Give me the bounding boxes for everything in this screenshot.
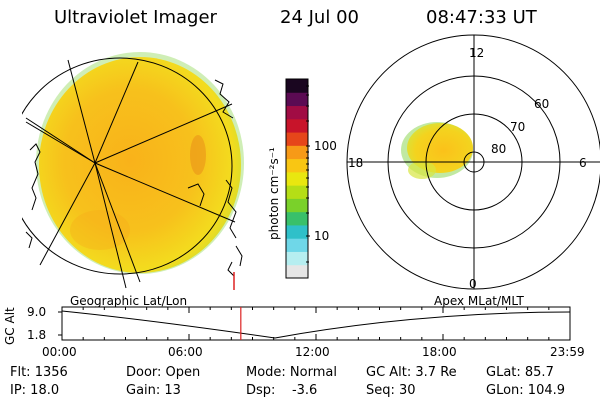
x-tick-label-2359: 23:59 — [550, 345, 585, 359]
mlt-18-label: 18 — [348, 156, 364, 170]
colorbar-segment — [286, 118, 308, 133]
x-tick-label-1800: 18:00 — [422, 345, 457, 359]
y-bottom-label: 1.8 — [27, 328, 47, 342]
colorbar-segment — [286, 92, 308, 107]
colorbar-segment — [286, 185, 308, 199]
colorbar-tick-10: 10 — [314, 229, 330, 243]
instrument-title: Ultraviolet Imager — [54, 7, 217, 28]
geo-latlon-label: Geographic Lat/Lon — [70, 294, 188, 308]
lat-60-label: 60 — [534, 97, 550, 111]
colorbar-segment — [286, 158, 308, 173]
timeline-plot — [58, 306, 571, 341]
geo-grid — [22, 57, 236, 289]
door-status: Door: Open — [126, 365, 201, 380]
flight-number: Flt: 1356 — [10, 365, 68, 380]
mlt-12-label: 12 — [469, 46, 485, 60]
glat-value: GLat: 85.7 — [486, 365, 554, 380]
date-label: 24 Jul 00 — [280, 7, 359, 28]
seq-value: Seq: 30 — [366, 383, 416, 398]
coastline-outlines — [25, 79, 243, 277]
gain-value: Gain: 13 — [126, 383, 181, 398]
colorbar — [286, 79, 308, 279]
colorbar-segment — [286, 171, 308, 186]
time-label: 08:47:33 UT — [426, 7, 537, 28]
lat-70-label: 70 — [510, 120, 526, 134]
x-tick-label-0600: 06:00 — [168, 345, 203, 359]
altitude-curve — [61, 310, 571, 339]
x-tick-label-0000: 00:00 — [42, 345, 77, 359]
x-tick-label-1200: 12:00 — [295, 345, 330, 359]
colorbar-segment — [286, 105, 308, 120]
colorbar-segment — [286, 238, 308, 252]
earth-image — [36, 52, 244, 274]
lat-80-label: 80 — [491, 142, 507, 156]
colorbar-tick-100: 100 — [314, 139, 337, 153]
gc-alt-axis-label: GC Alt — [3, 307, 17, 345]
colorbar-segment — [286, 132, 308, 146]
ip-value: IP: 18.0 — [10, 383, 60, 398]
y-top-label: 9.0 — [27, 305, 47, 319]
colorbar-segment — [286, 79, 308, 93]
mlt-6-label: 6 — [579, 156, 587, 170]
colorbar-segment — [286, 224, 308, 239]
mode-status: Mode: Normal — [246, 365, 337, 380]
dsp-value: Dsp: -3.6 — [246, 383, 318, 398]
apex-mlat-mlt-label: Apex MLat/MLT — [434, 294, 524, 308]
colorbar-segment — [286, 145, 308, 160]
colorbar-segment — [286, 251, 308, 266]
colorbar-unit-label: photon cm⁻²s⁻¹ — [267, 147, 281, 240]
colorbar-segment — [286, 211, 308, 226]
mlt-0-label: 0 — [469, 277, 477, 291]
colorbar-segment — [286, 198, 308, 213]
glon-value: GLon: 104.9 — [486, 383, 566, 398]
polar-plot — [346, 34, 600, 290]
gc-alt-value: GC Alt: 3.7 Re — [366, 365, 457, 380]
colorbar-segment — [286, 264, 308, 279]
